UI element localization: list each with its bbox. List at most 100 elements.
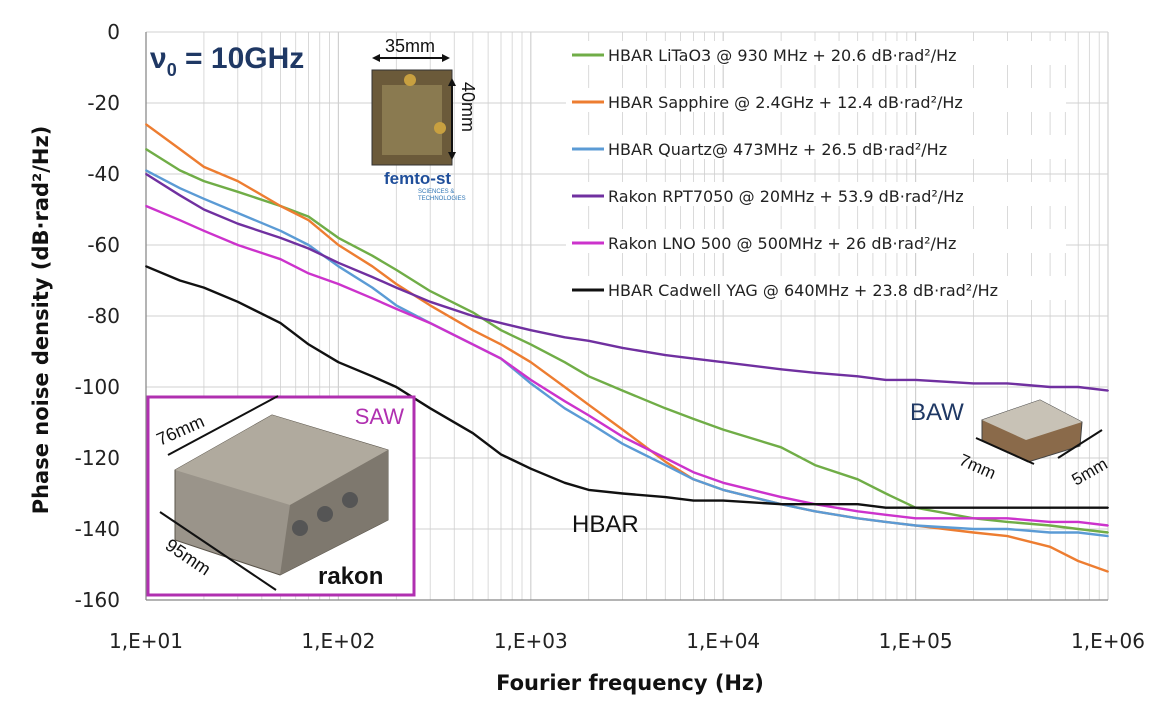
data-point xyxy=(780,368,782,371)
series-layer xyxy=(145,123,1109,573)
data-point xyxy=(856,510,859,513)
data-point xyxy=(621,389,624,392)
legend-entry: Rakon RPT7050 @ 20MHz + 53.9 dB·rad²/Hz xyxy=(608,187,964,206)
data-point xyxy=(1077,521,1080,523)
legend-entry: HBAR Sapphire @ 2.4GHz + 12.4 dB·rad²/Hz xyxy=(608,93,963,112)
data-point xyxy=(307,272,310,275)
data-point xyxy=(1006,506,1009,509)
data-point xyxy=(236,222,239,225)
legend-background xyxy=(566,229,1066,253)
data-point xyxy=(1049,524,1051,527)
data-point xyxy=(395,283,398,285)
data-point xyxy=(563,361,566,364)
data-point xyxy=(1006,535,1009,537)
legend-background xyxy=(566,135,1066,159)
data-point xyxy=(587,339,590,342)
data-point xyxy=(371,297,374,300)
x-tick-label: 1,E+04 xyxy=(686,629,760,653)
data-point xyxy=(1077,386,1080,388)
femto-board-pcb xyxy=(382,85,442,155)
data-point xyxy=(1049,545,1051,548)
femto-tagline: SCIENCES & xyxy=(418,189,454,195)
data-point xyxy=(203,208,205,211)
data-point xyxy=(692,357,695,360)
data-point xyxy=(236,244,239,246)
y-tick-label: -40 xyxy=(87,162,120,186)
baw-inset: BAW 7mm 5mm xyxy=(910,399,1111,489)
data-point xyxy=(179,148,181,151)
data-point xyxy=(884,513,887,516)
saw-device-side xyxy=(280,450,388,575)
data-point xyxy=(500,329,502,332)
data-point xyxy=(884,521,887,523)
data-point xyxy=(203,286,205,289)
x-axis-label: Fourier frequency (Hz) xyxy=(496,671,764,695)
baw-length-arrow xyxy=(1057,429,1103,459)
baw-label: BAW xyxy=(910,399,964,426)
data-point xyxy=(145,123,147,126)
saw-inset: SAW 76mm 95mm rakon xyxy=(146,395,416,597)
data-point xyxy=(664,457,667,459)
data-point xyxy=(972,528,975,530)
data-point xyxy=(587,414,590,417)
data-point xyxy=(179,279,181,282)
saw-connector xyxy=(292,520,308,536)
data-point xyxy=(692,499,695,502)
data-point xyxy=(692,471,695,474)
data-point xyxy=(529,329,532,332)
data-point xyxy=(279,237,282,239)
data-point xyxy=(429,290,432,292)
data-point xyxy=(529,379,532,381)
legend-background xyxy=(566,41,1066,65)
data-point xyxy=(337,265,340,268)
saw-length-arrow xyxy=(159,511,277,591)
hbar-label: HBAR xyxy=(572,511,639,538)
data-point xyxy=(563,400,566,403)
data-point xyxy=(814,503,816,506)
data-point xyxy=(236,190,239,193)
data-point xyxy=(972,382,975,385)
legend: HBAR LiTaO3 @ 930 MHz + 20.6 dB·rad²/Hz H… xyxy=(566,41,1066,300)
data-point xyxy=(587,403,590,406)
femto-tagline: TECHNOLOGIES xyxy=(418,196,466,202)
data-point xyxy=(145,148,147,151)
baw-device-top xyxy=(982,400,1082,440)
x-tick-label: 1,E+05 xyxy=(879,629,953,653)
data-point xyxy=(563,386,566,388)
y-tick-label: -100 xyxy=(75,375,120,399)
data-point xyxy=(914,517,917,520)
data-point xyxy=(587,421,590,424)
data-point xyxy=(279,322,282,324)
data-point xyxy=(371,286,374,289)
data-point xyxy=(1107,535,1109,537)
data-point xyxy=(472,343,474,346)
data-point xyxy=(1107,389,1109,392)
data-point xyxy=(722,489,725,491)
data-point xyxy=(145,265,147,268)
data-point xyxy=(337,283,340,285)
data-point xyxy=(529,361,532,364)
data-point xyxy=(621,435,624,438)
data-point xyxy=(472,432,474,435)
data-point xyxy=(914,524,917,527)
data-point xyxy=(814,371,816,374)
data-point xyxy=(621,442,624,445)
data-point xyxy=(429,322,432,324)
data-point xyxy=(664,407,667,410)
data-point xyxy=(371,265,374,268)
data-point xyxy=(307,343,310,346)
x-tick-label: 1,E+02 xyxy=(301,629,375,653)
data-point xyxy=(1006,528,1009,530)
data-point xyxy=(1049,506,1051,509)
data-point xyxy=(914,506,917,509)
data-point xyxy=(236,212,239,214)
data-point xyxy=(395,286,398,289)
data-point xyxy=(587,489,590,491)
data-point xyxy=(179,169,181,172)
data-point xyxy=(563,481,566,484)
y-tick-label: 0 xyxy=(107,20,120,44)
data-point xyxy=(722,361,725,364)
data-point xyxy=(472,315,474,317)
x-tick-label: 1,E+06 xyxy=(1071,629,1145,653)
legend-entry: HBAR Quartz@ 473MHz + 26.5 dB·rad²/Hz xyxy=(608,140,947,159)
